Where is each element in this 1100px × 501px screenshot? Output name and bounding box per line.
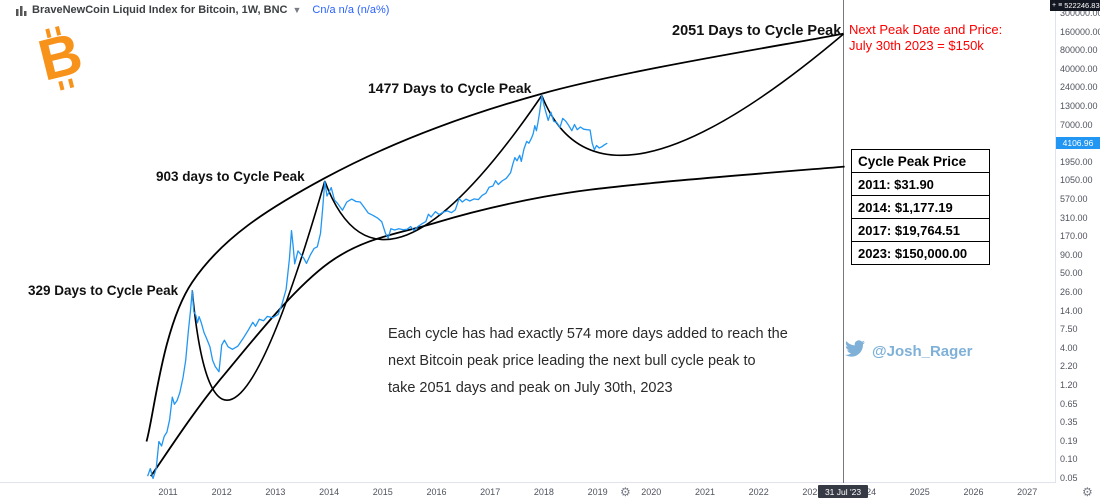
- price-tick-label: 170.00: [1060, 231, 1088, 242]
- symbol-title[interactable]: BraveNewCoin Liquid Index for Bitcoin, 1…: [32, 4, 288, 16]
- price-tick-label: 2.20: [1060, 361, 1078, 372]
- cycle-explanation-line1: Each cycle has had exactly 574 more days…: [388, 326, 788, 342]
- cycle-peak-price-title: Cycle Peak Price: [852, 150, 989, 173]
- year-label: 2018: [533, 487, 554, 497]
- series-style-icon: [16, 5, 27, 16]
- price-tick-label: 160000.00: [1060, 26, 1100, 37]
- cycle-explanation-line2: next Bitcoin peak price leading the next…: [388, 353, 756, 369]
- year-label: 2016: [426, 487, 447, 497]
- table-row: 2017: $19,764.51: [852, 219, 989, 242]
- price-tick-label: 570.00: [1060, 194, 1088, 204]
- table-row: 2011: $31.90: [852, 173, 989, 196]
- year-label: 2027: [1017, 487, 1038, 497]
- twitter-bird-icon: [845, 340, 865, 362]
- annotation-2051-days: 2051 Days to Cycle Peak: [672, 23, 842, 39]
- gear-icon[interactable]: ⚙: [1082, 485, 1093, 499]
- crosshair-date-badge: 31 Jul '23: [818, 485, 868, 498]
- price-tick-label: 1.20: [1060, 380, 1078, 390]
- annotation-329-days: 329 Days to Cycle Peak: [28, 283, 179, 298]
- price-line: [146, 94, 608, 480]
- chevron-down-icon[interactable]: ▼: [292, 5, 302, 15]
- table-row: 2014: $1,177.19: [852, 196, 989, 219]
- chart-plot-area[interactable]: BraveNewCoin Liquid Index for Bitcoin, 1…: [0, 0, 1056, 483]
- price-tick-label: 80000.00: [1060, 45, 1098, 56]
- twitter-handle[interactable]: @Josh_Rager: [872, 342, 973, 360]
- crosshair-price-value: 522246.83: [1064, 1, 1100, 10]
- price-tick-label: 26.00: [1060, 287, 1083, 297]
- table-row: 2023: $150,000.00: [858, 246, 968, 261]
- year-label: 2019: [587, 487, 608, 497]
- cycle-explanation-text: Each cycle has had exactly 574 more days…: [388, 321, 788, 402]
- cycle-arc: [541, 33, 845, 157]
- year-label: 2026: [963, 487, 984, 497]
- year-label: 2023: [802, 487, 823, 497]
- cycle-peak-price-table: Cycle Peak Price 2011: $31.90 2014: $1,1…: [851, 149, 990, 265]
- lower-envelope-curve: [150, 165, 845, 477]
- year-label: 2012: [211, 487, 232, 497]
- symbol-legend: BraveNewCoin Liquid Index for Bitcoin, 1…: [16, 4, 389, 16]
- year-label: 2025: [909, 487, 930, 497]
- year-label: 2015: [372, 487, 393, 497]
- gear-icon[interactable]: ⚙: [620, 485, 631, 499]
- price-tick-label: 0.10: [1060, 454, 1078, 465]
- cycle-arc: [191, 180, 326, 401]
- axis-settings-corner: ⚙: [1056, 484, 1100, 501]
- price-tick-label: 7.50: [1060, 324, 1078, 335]
- next-peak-note: Next Peak Date and Price: July 30th 2023…: [849, 22, 1002, 54]
- year-label: 2011: [158, 487, 178, 497]
- price-tick-label: 0.35: [1060, 417, 1078, 428]
- price-tick-label: 1950.00: [1060, 156, 1093, 167]
- price-axis[interactable]: + ≡ 522246.83 300000.00 160000.00 80000.00…: [1050, 0, 1100, 483]
- price-tick-label: 0.19: [1060, 435, 1078, 446]
- price-tick-label: 7000.00: [1060, 119, 1093, 130]
- price-tick-label: 300000.00: [1060, 8, 1100, 18]
- price-tick-label: 1050.00: [1060, 175, 1093, 186]
- current-price-badge: 4106.96: [1056, 137, 1100, 149]
- annotation-903-days: 903 days to Cycle Peak: [156, 169, 305, 184]
- price-tick-label: 310.00: [1060, 212, 1088, 223]
- year-label: 2022: [748, 487, 769, 497]
- next-peak-note-line2: July 30th 2023 = $150k: [849, 38, 984, 53]
- price-tick-label: 14.00: [1060, 305, 1083, 316]
- price-tick-label: 90.00: [1060, 249, 1083, 260]
- annotation-1477-days: 1477 Days to Cycle Peak: [368, 80, 532, 96]
- cycle-arc: [324, 95, 543, 241]
- crosshair-price-badge: + ≡ 522246.83: [1050, 0, 1100, 11]
- add-alert-plus-icon[interactable]: +: [1052, 2, 1057, 9]
- time-axis[interactable]: 2011 2012 2013 2014 2015 2016 2017 2018 2019 2020…: [0, 484, 1056, 501]
- cycle-explanation-line3: take 2051 days and peak on July 30th, 20…: [388, 380, 673, 396]
- price-tick-label: 50.00: [1060, 268, 1083, 279]
- upper-envelope-curve: [145, 32, 844, 442]
- next-peak-note-line1: Next Peak Date and Price:: [849, 22, 1003, 37]
- year-label: 2014: [319, 487, 340, 497]
- twitter-credit: @Josh_Rager: [845, 340, 973, 362]
- price-tick-label: 40000.00: [1060, 63, 1098, 74]
- year-label: 2017: [480, 487, 501, 497]
- price-tick-label: 0.65: [1060, 398, 1078, 409]
- price-chart: [145, 0, 845, 483]
- axis-menu-icon[interactable]: ≡: [1058, 2, 1063, 9]
- price-tick-label: 4.00: [1060, 342, 1078, 353]
- ohlc-values: Cn/a n/a (n/a%): [312, 4, 390, 16]
- year-label: 2021: [694, 487, 716, 497]
- price-tick-label: 24000.00: [1060, 82, 1098, 93]
- year-label: 2020: [641, 487, 662, 497]
- price-tick-label: 13000.00: [1060, 101, 1098, 111]
- year-label: 2013: [265, 487, 286, 497]
- price-tick-label: 0.05: [1060, 473, 1078, 483]
